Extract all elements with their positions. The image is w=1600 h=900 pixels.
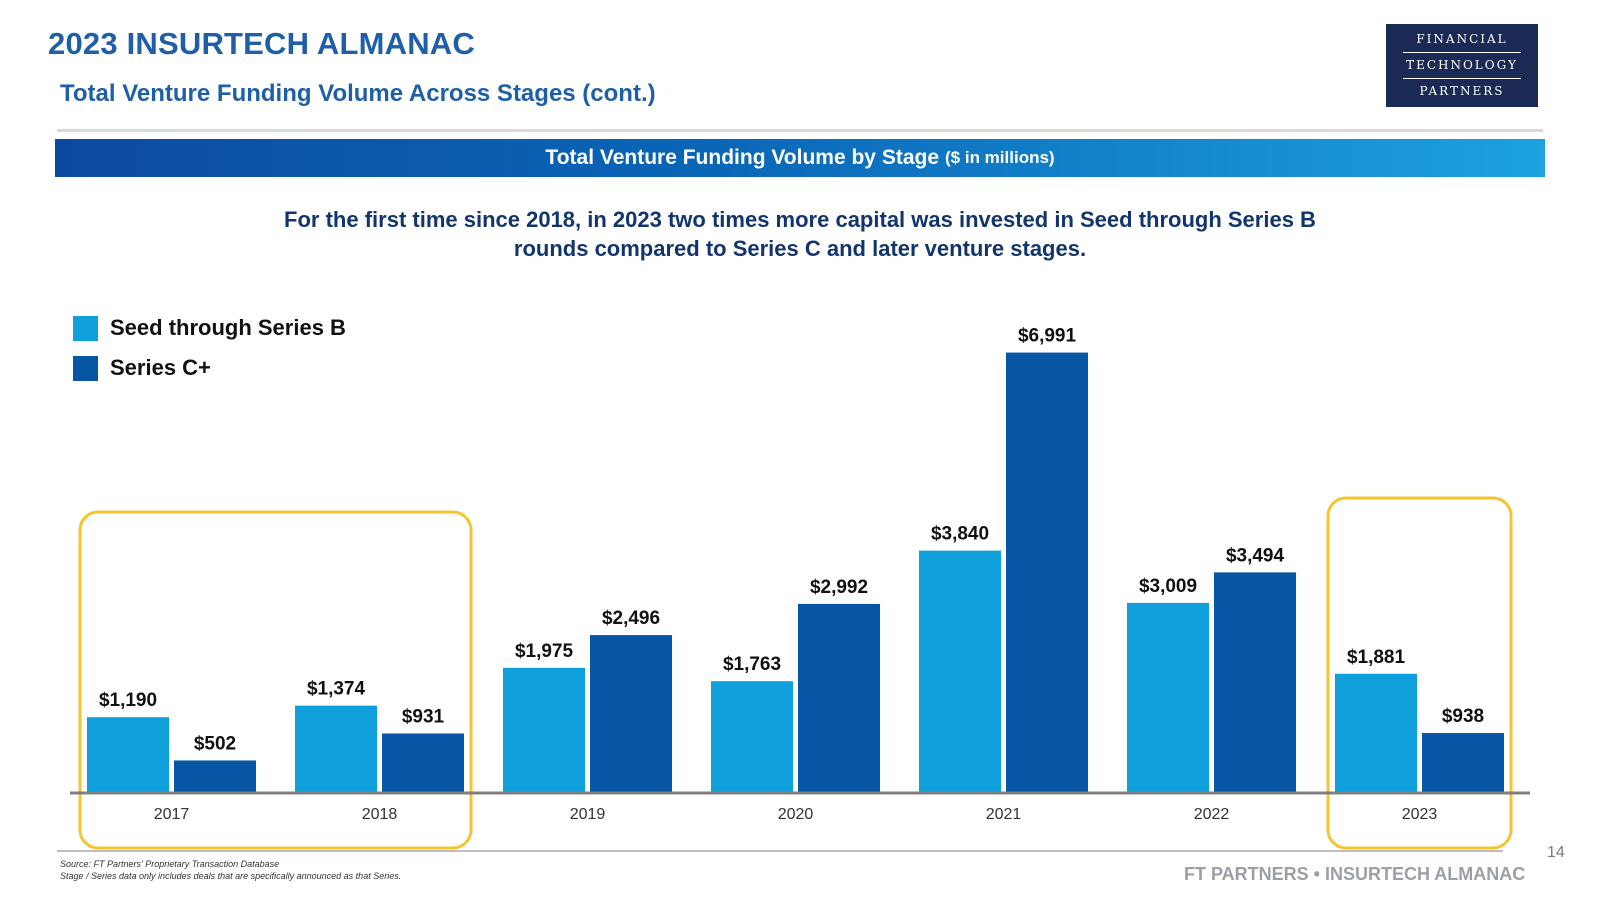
source-note: Source: FT Partners' Proprietary Transac…	[60, 858, 401, 882]
highlight-box	[78, 510, 473, 850]
bar-series-c-2023	[1422, 733, 1504, 792]
logo-line-financial: FINANCIAL	[1416, 32, 1508, 46]
data-label-seed-2017: $1,190	[99, 690, 157, 711]
highlight-box	[1326, 496, 1513, 850]
page-number: 14	[1547, 844, 1565, 861]
ft-partners-logo: FINANCIAL TECHNOLOGY PARTNERS	[1386, 24, 1538, 107]
data-label-series-c-2017: $502	[194, 733, 236, 754]
chart-banner: Total Venture Funding Volume by Stage ($…	[55, 139, 1545, 177]
bar-seed-2019	[503, 667, 585, 792]
chart-legend: Seed through Series B Series C+	[73, 308, 346, 388]
banner-title: Total Venture Funding Volume by Stage	[545, 146, 940, 169]
data-label-seed-2018: $1,374	[307, 679, 366, 700]
data-label-series-c-2018: $931	[402, 706, 445, 727]
bar-seed-2020	[711, 681, 793, 792]
logo-line-technology: TECHNOLOGY	[1406, 58, 1518, 72]
bar-series-c-2017	[174, 760, 256, 792]
x-tick-label-2017: 2017	[154, 806, 190, 823]
source-line-1: Source: FT Partners' Proprietary Transac…	[60, 859, 280, 869]
data-label-series-c-2020: $2,992	[810, 577, 868, 598]
x-tick-label-2020: 2020	[778, 806, 814, 823]
bar-seed-2022	[1127, 602, 1209, 792]
logo-line-partners: PARTNERS	[1419, 84, 1505, 98]
bar-series-c-2020	[798, 603, 880, 792]
x-tick-label-2019: 2019	[570, 806, 606, 823]
bar-seed-2023	[1335, 673, 1417, 792]
legend-swatch-series-c	[73, 355, 98, 381]
data-label-series-c-2022: $3,494	[1226, 545, 1285, 566]
source-line-2: Stage / Series data only includes deals …	[60, 871, 402, 881]
banner-unit: ($ in millions)	[945, 148, 1055, 167]
data-label-seed-2023: $1,881	[1347, 647, 1406, 668]
chart-callout: For the first time since 2018, in 2023 t…	[284, 207, 1316, 261]
legend-label-seed: Seed through Series B	[110, 315, 346, 340]
data-label-seed-2019: $1,975	[515, 641, 574, 662]
bar-seed-2017	[87, 717, 169, 792]
page-title: 2023 INSURTECH ALMANAC	[48, 26, 475, 61]
data-label-series-c-2023: $938	[1442, 706, 1484, 727]
x-tick-label-2023: 2023	[1402, 806, 1438, 823]
x-tick-label-2021: 2021	[986, 806, 1022, 823]
bar-series-c-2019	[590, 635, 672, 792]
data-label-series-c-2021: $6,991	[1018, 326, 1077, 347]
x-tick-label-2018: 2018	[362, 806, 398, 823]
footer-brand: FT PARTNERS • INSURTECH ALMANAC	[1184, 864, 1526, 884]
x-tick-label-2022: 2022	[1194, 806, 1230, 823]
bar-series-c-2021	[1006, 352, 1088, 792]
footer-divider	[57, 850, 1503, 852]
legend-item-series-c: Series C+	[73, 348, 346, 388]
logo-rule	[1403, 78, 1521, 79]
legend-label-series-c: Series C+	[110, 355, 211, 380]
page-subtitle: Total Venture Funding Volume Across Stag…	[60, 80, 656, 107]
bar-series-c-2018	[382, 733, 464, 792]
data-label-seed-2022: $3,009	[1139, 576, 1197, 597]
bar-seed-2021	[919, 550, 1001, 792]
legend-swatch-seed	[73, 315, 98, 341]
data-label-seed-2021: $3,840	[931, 524, 989, 545]
data-label-series-c-2019: $2,496	[602, 608, 660, 629]
bar-seed-2018	[295, 705, 377, 792]
bar-series-c-2022	[1214, 572, 1296, 792]
legend-item-seed: Seed through Series B	[73, 308, 346, 348]
header-divider	[57, 129, 1543, 132]
logo-rule	[1403, 52, 1521, 53]
data-label-seed-2020: $1,763	[723, 654, 781, 675]
